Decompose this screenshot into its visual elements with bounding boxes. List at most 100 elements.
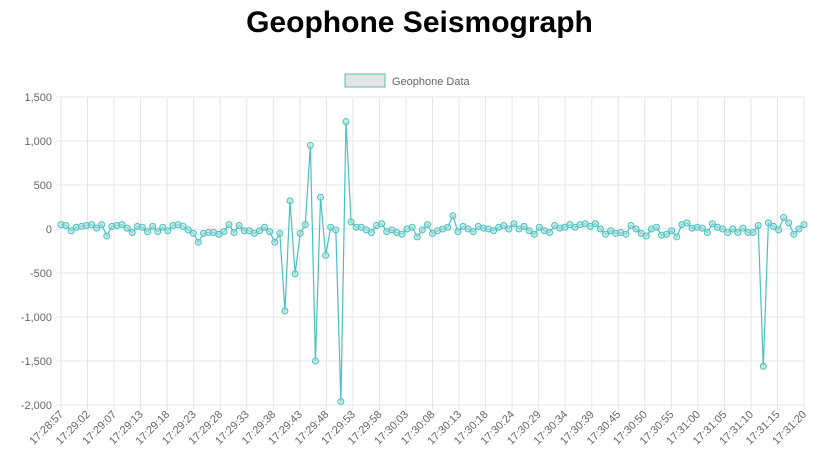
data-point[interactable]: [296, 229, 304, 237]
data-point[interactable]: [159, 223, 167, 231]
data-point[interactable]: [98, 221, 106, 229]
data-point[interactable]: [189, 229, 197, 237]
data-point[interactable]: [739, 224, 747, 232]
data-point[interactable]: [423, 221, 431, 229]
data-point[interactable]: [291, 270, 299, 278]
data-point[interactable]: [795, 225, 803, 233]
data-point[interactable]: [398, 230, 406, 238]
data-point[interactable]: [179, 222, 187, 230]
data-point[interactable]: [719, 225, 727, 233]
data-point[interactable]: [652, 223, 660, 231]
x-axis-ticks: 17:28:5717:29:0217:29:0717:29:1317:29:18…: [27, 409, 809, 448]
data-point[interactable]: [88, 221, 96, 229]
data-point[interactable]: [663, 230, 671, 238]
legend[interactable]: Geophone Data: [344, 73, 471, 88]
data-point[interactable]: [449, 212, 457, 220]
data-point[interactable]: [535, 223, 543, 231]
data-point[interactable]: [286, 197, 294, 205]
y-tick-label: -500: [30, 268, 52, 280]
grid: [56, 96, 805, 410]
data-point[interactable]: [469, 228, 477, 236]
data-point[interactable]: [67, 227, 75, 235]
data-point[interactable]: [347, 218, 355, 226]
y-tick-label: 500: [34, 180, 52, 192]
data-point[interactable]: [194, 238, 202, 246]
data-point[interactable]: [408, 223, 416, 231]
data-point[interactable]: [342, 118, 350, 126]
data-point[interactable]: [93, 224, 101, 232]
data-point[interactable]: [225, 221, 233, 229]
data-point[interactable]: [754, 221, 762, 229]
data-point[interactable]: [337, 397, 345, 405]
data-point[interactable]: [703, 229, 711, 237]
data-point[interactable]: [220, 228, 228, 236]
data-point[interactable]: [708, 220, 716, 228]
data-point[interactable]: [444, 223, 452, 231]
data-point[interactable]: [138, 223, 146, 231]
data-point[interactable]: [144, 228, 152, 236]
data-point[interactable]: [149, 222, 157, 230]
data-point[interactable]: [276, 229, 284, 237]
data-point[interactable]: [332, 226, 340, 234]
data-point[interactable]: [800, 221, 808, 229]
data-point[interactable]: [530, 230, 538, 238]
data-point[interactable]: [322, 251, 330, 259]
data-point[interactable]: [622, 230, 630, 238]
data-point[interactable]: [602, 230, 610, 238]
data-point[interactable]: [367, 229, 375, 237]
data-point[interactable]: [103, 232, 111, 240]
data-point[interactable]: [62, 221, 70, 229]
data-point[interactable]: [632, 225, 640, 233]
data-point[interactable]: [775, 226, 783, 234]
data-point[interactable]: [454, 228, 462, 236]
data-point[interactable]: [306, 141, 314, 149]
data-point[interactable]: [271, 238, 279, 246]
data-point[interactable]: [266, 228, 274, 236]
data-point[interactable]: [591, 220, 599, 228]
data-point[interactable]: [261, 223, 269, 231]
data-point[interactable]: [505, 225, 513, 233]
data-point[interactable]: [724, 229, 732, 237]
data-point[interactable]: [764, 219, 772, 227]
data-point[interactable]: [596, 225, 604, 233]
data-point[interactable]: [734, 229, 742, 237]
data-point[interactable]: [317, 193, 325, 201]
data-point[interactable]: [184, 226, 192, 234]
data-point[interactable]: [301, 221, 309, 229]
data-point[interactable]: [255, 227, 263, 235]
data-point[interactable]: [490, 227, 498, 235]
data-point[interactable]: [627, 221, 635, 229]
data-point[interactable]: [729, 225, 737, 233]
data-point[interactable]: [683, 219, 691, 227]
data-point[interactable]: [525, 227, 533, 235]
data-point[interactable]: [418, 226, 426, 234]
data-point[interactable]: [769, 222, 777, 230]
y-tick-label: -1,000: [21, 312, 52, 324]
data-point[interactable]: [780, 214, 788, 222]
legend-label: Geophone Data: [392, 76, 471, 88]
data-point[interactable]: [128, 229, 136, 237]
data-point[interactable]: [790, 230, 798, 238]
data-point[interactable]: [642, 232, 650, 240]
data-point[interactable]: [413, 233, 421, 241]
data-point[interactable]: [118, 221, 126, 229]
data-point[interactable]: [510, 220, 518, 228]
data-point[interactable]: [749, 229, 757, 237]
data-point[interactable]: [123, 224, 131, 232]
data-point[interactable]: [311, 357, 319, 365]
data-point[interactable]: [698, 224, 706, 232]
data-point[interactable]: [235, 221, 243, 229]
data-point[interactable]: [520, 222, 528, 230]
data-point[interactable]: [673, 233, 681, 241]
data-point[interactable]: [546, 229, 554, 237]
data-point[interactable]: [378, 220, 386, 228]
data-point[interactable]: [759, 362, 767, 370]
y-tick-label: 1,000: [24, 136, 52, 148]
data-point[interactable]: [785, 219, 793, 227]
data-point[interactable]: [281, 307, 289, 315]
data-point[interactable]: [500, 221, 508, 229]
data-point[interactable]: [164, 227, 172, 235]
data-point[interactable]: [668, 227, 676, 235]
data-point[interactable]: [230, 229, 238, 237]
data-point[interactable]: [154, 228, 162, 236]
